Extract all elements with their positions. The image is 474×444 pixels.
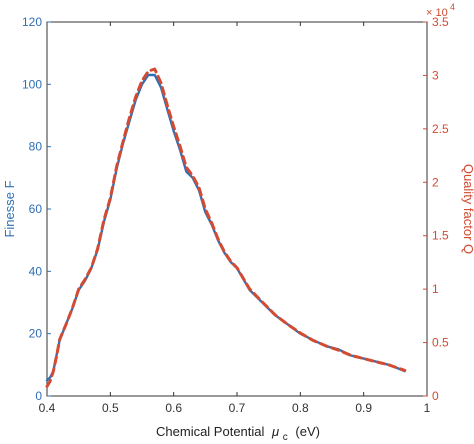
y-left-tick-label: 120 <box>22 15 42 29</box>
x-tick-label: 0.5 <box>102 401 119 415</box>
x-tick-label: 0.4 <box>39 401 56 415</box>
x-axis-label-subscript: c <box>283 432 288 443</box>
x-tick-label: 0.6 <box>165 401 182 415</box>
y-right-tick-label: 0 <box>432 389 439 403</box>
y-left-tick-label: 60 <box>29 202 43 216</box>
y-left-tick-label: 40 <box>29 264 43 278</box>
y-left-tick-label: 100 <box>22 77 42 91</box>
y-right-tick-label: 2.5 <box>432 122 449 136</box>
plot-area <box>46 21 428 397</box>
y-left-tick-label: 20 <box>29 327 43 341</box>
right-axis-exponent: × 10 4 <box>426 2 455 19</box>
x-axis-label-unit: (eV) <box>295 424 320 439</box>
x-tick-label: 0.7 <box>229 401 246 415</box>
right-axis-exponent-power: 4 <box>450 2 455 12</box>
quality-factor-line <box>45 67 407 388</box>
x-tick-label: 0.9 <box>355 401 372 415</box>
y-right-tick-label: 3 <box>432 68 439 82</box>
x-axis-label: Chemical Potential μ c (eV) <box>156 424 320 443</box>
y-left-tick-label: 0 <box>35 389 42 403</box>
series-layer <box>45 67 407 388</box>
y-right-tick-label: 1 <box>432 282 439 296</box>
x-axis-label-symbol: μ <box>271 424 279 439</box>
x-axis-label-text: Chemical Potential <box>156 424 264 439</box>
y-right-tick-label: 2 <box>432 175 439 189</box>
y-right-tick-label: 1.5 <box>432 229 449 243</box>
y-right-tick-label: 3.5 <box>432 15 449 29</box>
ticks-layer: 0.4 0.5 0.6 0.7 0.8 0.9 102040608010012000.511… <box>22 15 449 415</box>
y-axis-left-label: Finesse F <box>2 180 17 237</box>
right-axis-exponent-base: × 10 <box>426 7 448 19</box>
y-axis-right-label: Quality factor Q <box>461 164 474 254</box>
x-tick-label: 0.8 <box>292 401 309 415</box>
x-tick-label: 1 <box>424 401 431 415</box>
y-left-tick-label: 80 <box>29 140 43 154</box>
y-right-tick-label: 0.5 <box>432 336 449 350</box>
